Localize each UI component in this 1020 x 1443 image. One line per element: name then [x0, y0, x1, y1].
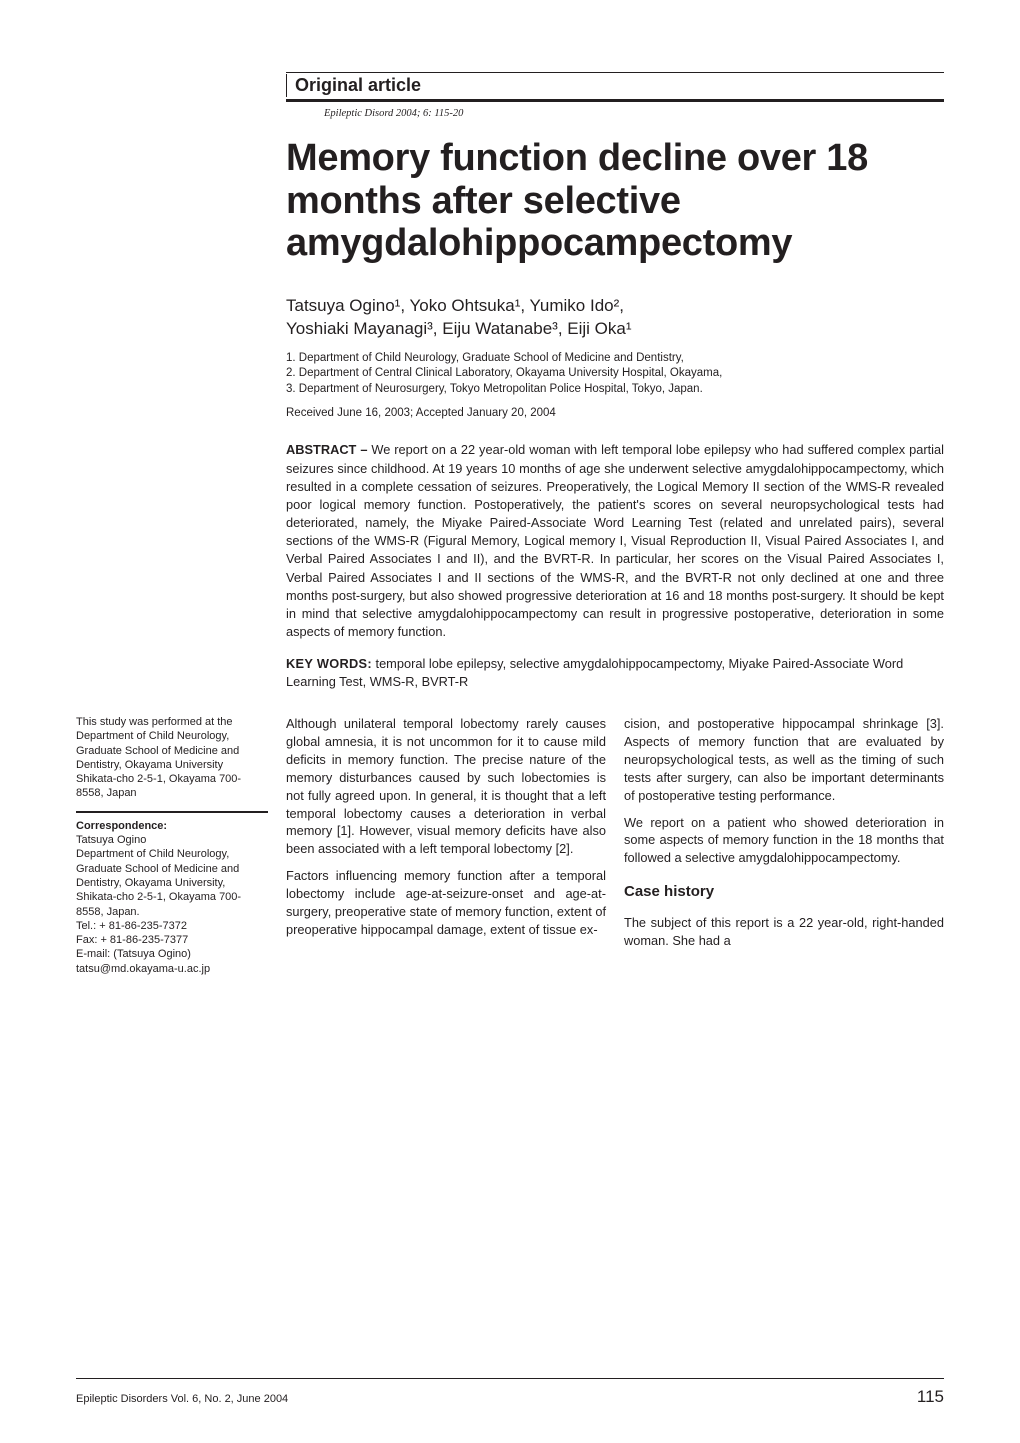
body-paragraph: cision, and postoperative hippocampal sh… [624, 715, 944, 805]
affiliation-3: 3. Department of Neurosurgery, Tokyo Met… [286, 382, 944, 398]
correspondence-body: Tatsuya Ogino Department of Child Neurol… [76, 834, 241, 975]
correspondence-block: Correspondence: Tatsuya Ogino Department… [76, 819, 268, 976]
article-title: Memory function decline over 18 months a… [286, 137, 944, 265]
sidebar-separator-rule [76, 811, 268, 813]
authors-line-1: Tatsuya Ogino¹, Yoko Ohtsuka¹, Yumiko Id… [286, 295, 944, 318]
page-footer: Epileptic Disorders Vol. 6, No. 2, June … [76, 1378, 944, 1407]
keywords-text: temporal lobe epilepsy, selective amygda… [286, 656, 903, 689]
authors-block: Tatsuya Ogino¹, Yoko Ohtsuka¹, Yumiko Id… [286, 295, 944, 341]
body-column-middle: Although unilateral temporal lobectomy r… [286, 715, 606, 976]
correspondence-label: Correspondence: [76, 820, 167, 832]
journal-reference: Epileptic Disord 2004; 6: 115-20 [324, 108, 944, 119]
abstract-text: We report on a 22 year-old woman with le… [286, 442, 944, 639]
abstract-label: ABSTRACT – [286, 442, 367, 457]
body-paragraph: Factors influencing memory function afte… [286, 867, 606, 939]
study-note: This study was performed at the Departme… [76, 715, 268, 801]
body-columns: This study was performed at the Departme… [76, 715, 944, 976]
keywords-block: KEY WORDS: temporal lobe epilepsy, selec… [286, 655, 944, 691]
body-paragraph: We report on a patient who showed deteri… [624, 814, 944, 868]
body-paragraph: Although unilateral temporal lobectomy r… [286, 715, 606, 858]
affiliations-block: 1. Department of Child Neurology, Gradua… [286, 351, 944, 398]
received-dates: Received June 16, 2003; Accepted January… [286, 407, 944, 419]
affiliation-2: 2. Department of Central Clinical Labora… [286, 366, 944, 382]
affiliation-1: 1. Department of Child Neurology, Gradua… [286, 351, 944, 367]
body-paragraph: The subject of this report is a 22 year-… [624, 914, 944, 950]
left-sidebar: This study was performed at the Departme… [76, 715, 268, 976]
footer-journal-info: Epileptic Disorders Vol. 6, No. 2, June … [76, 1393, 288, 1405]
section-thick-rule [286, 99, 944, 102]
section-top-rule [286, 72, 944, 73]
abstract-block: ABSTRACT – We report on a 22 year-old wo… [286, 441, 944, 641]
keywords-label: KEY WORDS: [286, 656, 372, 671]
authors-line-2: Yoshiaki Mayanagi³, Eiju Watanabe³, Eiji… [286, 318, 944, 341]
page-number: 115 [917, 1387, 944, 1407]
section-label: Original article [286, 74, 421, 97]
body-column-right: cision, and postoperative hippocampal sh… [624, 715, 944, 976]
case-history-heading: Case history [624, 881, 944, 902]
